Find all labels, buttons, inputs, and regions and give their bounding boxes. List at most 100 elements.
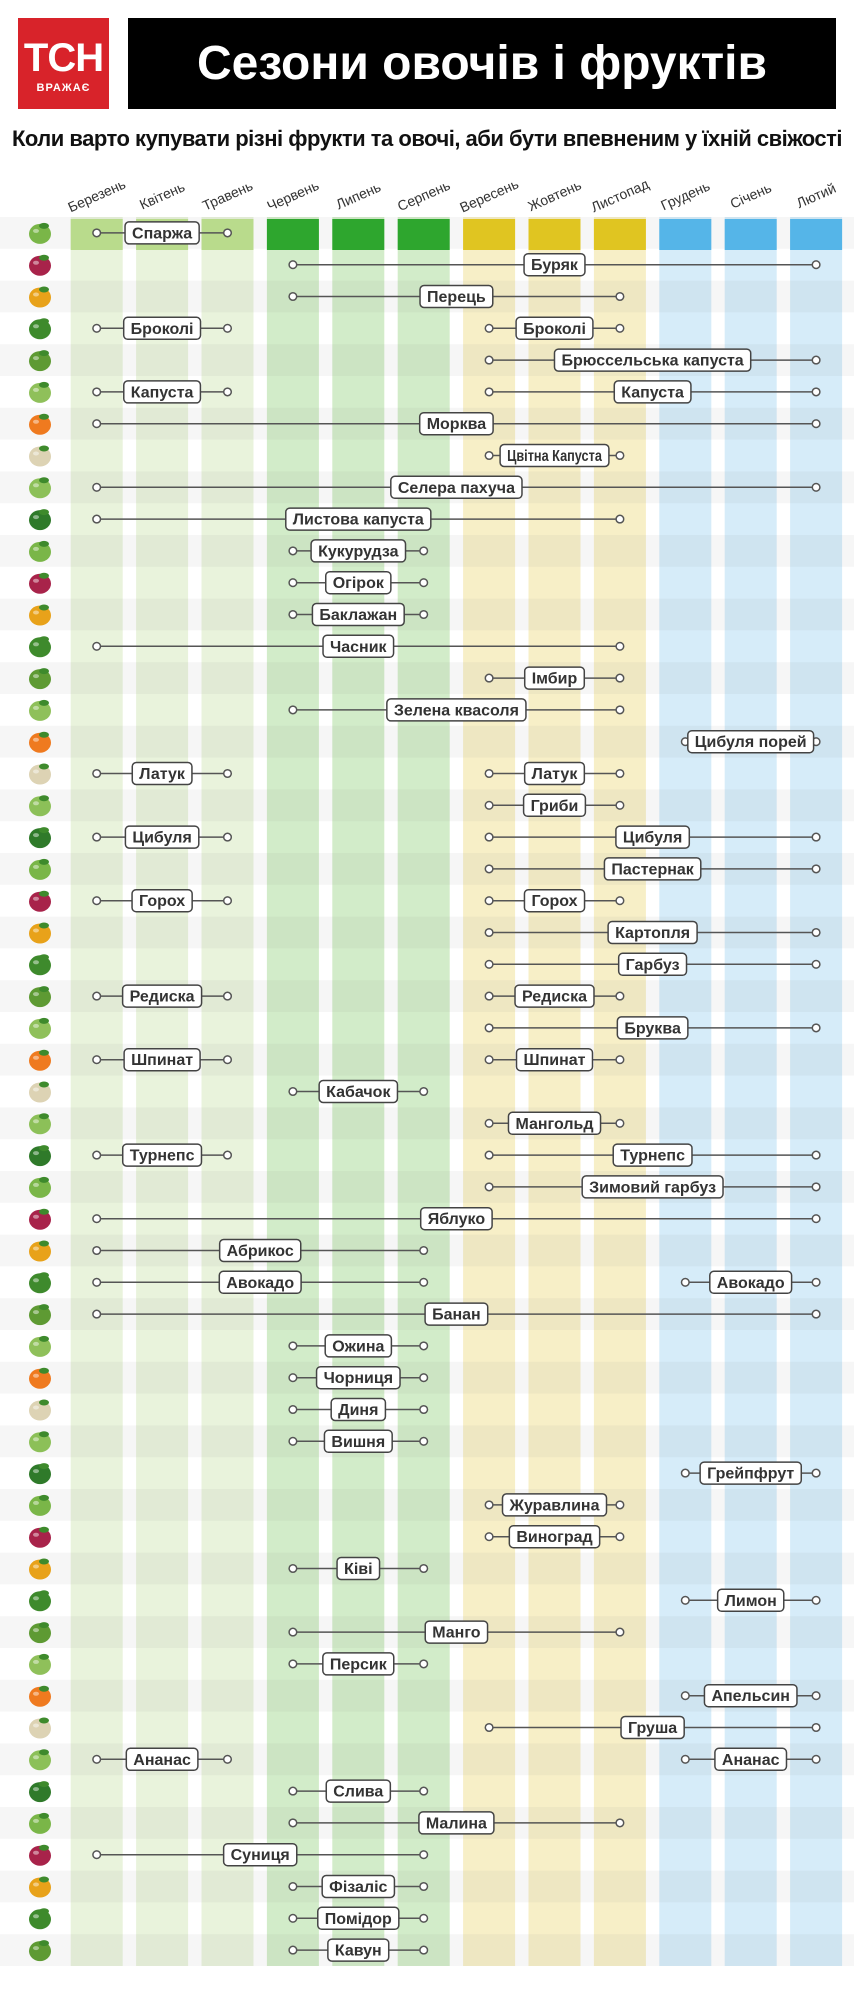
item-label[interactable]: Броколі xyxy=(122,316,202,341)
item-label[interactable]: Броколі xyxy=(515,316,594,341)
item-label[interactable]: Диня xyxy=(330,1397,387,1422)
item-label[interactable]: Грейпфрут xyxy=(699,1461,803,1485)
range-endpoint xyxy=(811,1595,821,1605)
item-label[interactable]: Ананас xyxy=(125,1747,199,1772)
item-label[interactable]: Лимон xyxy=(716,1588,785,1613)
item-label-text: Помідор xyxy=(325,1911,392,1928)
range-endpoint xyxy=(484,1150,494,1160)
item-label[interactable]: Цвітна Капуста xyxy=(499,443,610,468)
item-label[interactable]: Ківі xyxy=(336,1556,381,1581)
item-label[interactable]: Перець xyxy=(419,284,494,309)
item-label-text: Чорниця xyxy=(324,1370,393,1387)
item-label[interactable]: Картопля xyxy=(607,920,698,945)
blueberry-icon xyxy=(29,1367,51,1389)
item-label[interactable]: Редиска xyxy=(121,984,203,1008)
item-label-box xyxy=(703,1683,798,1708)
range-endpoint xyxy=(92,1309,102,1319)
item-label[interactable]: Горох xyxy=(131,888,193,913)
item-label[interactable]: Цибуля xyxy=(124,825,200,849)
tsn-logo[interactable]: ТСН ВРАЖАЄ xyxy=(18,18,109,109)
range-endpoint xyxy=(811,1309,821,1319)
item-label-box xyxy=(615,825,691,849)
item-label[interactable]: Авокадо xyxy=(709,1270,793,1295)
item-label[interactable]: Авокадо xyxy=(218,1270,302,1295)
item-label[interactable]: Капуста xyxy=(613,380,692,404)
item-label[interactable]: Пастернак xyxy=(603,857,702,881)
item-label[interactable]: Абрикос xyxy=(218,1238,302,1263)
item-label[interactable]: Імбир xyxy=(523,666,586,690)
item-label[interactable]: Фізаліс xyxy=(321,1874,396,1899)
item-label-box xyxy=(612,1143,693,1167)
item-label[interactable]: Ананас xyxy=(714,1747,788,1772)
month-column xyxy=(659,217,712,1966)
item-label[interactable]: Спаржа xyxy=(124,221,200,245)
item-label-box xyxy=(699,1461,803,1485)
item-label[interactable]: Ожина xyxy=(324,1334,393,1358)
item-label[interactable]: Суниця xyxy=(222,1842,298,1867)
table-row: Шпинат Шпинат xyxy=(29,1047,625,1072)
item-label[interactable]: Брюссельська капуста xyxy=(553,348,752,372)
item-label[interactable]: Шпинат xyxy=(515,1047,594,1072)
item-label[interactable]: Апельсин xyxy=(703,1683,798,1708)
item-label[interactable]: Часник xyxy=(322,634,395,659)
corn-icon xyxy=(29,540,51,562)
item-label[interactable]: Яблуко xyxy=(419,1206,493,1231)
item-label-box xyxy=(121,1143,203,1167)
item-label[interactable]: Кабачок xyxy=(318,1079,399,1104)
table-row: Селера пахуча xyxy=(29,475,821,500)
item-label[interactable]: Кавун xyxy=(327,1938,390,1962)
item-label[interactable]: Зелена квасоля xyxy=(386,698,527,722)
table-row: Турнепс Турнепс xyxy=(29,1143,821,1167)
item-label[interactable]: Горох xyxy=(523,888,586,913)
item-label[interactable]: Виноград xyxy=(508,1524,601,1549)
range-endpoint xyxy=(615,705,625,715)
item-label[interactable]: Морква xyxy=(418,411,494,436)
item-label[interactable]: Гриби xyxy=(522,793,587,818)
item-label[interactable]: Листова капуста xyxy=(285,507,432,531)
item-label[interactable]: Цибуля порей xyxy=(687,729,815,754)
item-label[interactable]: Баклажан xyxy=(311,602,405,627)
item-label-text: Ківі xyxy=(344,1561,373,1578)
item-label[interactable]: Кукурудза xyxy=(310,539,407,563)
item-label[interactable]: Шпинат xyxy=(123,1047,201,1072)
range-endpoint xyxy=(680,1754,690,1764)
item-label[interactable]: Латук xyxy=(131,761,193,786)
item-label[interactable]: Турнепс xyxy=(612,1143,693,1167)
item-label[interactable]: Журавлина xyxy=(501,1493,608,1517)
item-label[interactable]: Вишня xyxy=(323,1429,393,1454)
item-label[interactable]: Огірок xyxy=(324,570,392,595)
item-label[interactable]: Чорниця xyxy=(315,1365,401,1390)
item-label[interactable]: Бруква xyxy=(616,1016,689,1040)
item-label[interactable]: Банан xyxy=(424,1302,489,1326)
item-label[interactable]: Малина xyxy=(418,1811,495,1835)
range-endpoint xyxy=(419,1404,429,1415)
item-label[interactable]: Груша xyxy=(620,1715,685,1740)
item-label[interactable]: Редиска xyxy=(514,984,595,1008)
item-label[interactable]: Гарбуз xyxy=(617,952,688,977)
item-label[interactable]: Персик xyxy=(322,1652,395,1676)
item-label[interactable]: Цибуля xyxy=(615,825,691,849)
range-endpoint xyxy=(288,705,298,715)
range-endpoint xyxy=(811,1691,821,1701)
item-label-text: Редиска xyxy=(522,989,587,1006)
item-label-text: Цибуля xyxy=(132,830,191,847)
item-label-box xyxy=(616,1016,689,1040)
item-label[interactable]: Зимовий гарбуз xyxy=(581,1175,724,1199)
month-header-bar xyxy=(790,219,843,250)
item-label[interactable]: Помідор xyxy=(317,1906,400,1931)
item-label[interactable]: Мангольд xyxy=(507,1111,602,1136)
range-endpoint xyxy=(92,991,102,1001)
item-label[interactable]: Капуста xyxy=(123,380,202,404)
item-label[interactable]: Слива xyxy=(325,1779,392,1803)
table-row: Листова капуста xyxy=(29,507,625,531)
item-label[interactable]: Буряк xyxy=(523,252,586,277)
item-label[interactable]: Латук xyxy=(523,761,586,786)
item-label-text: Шпинат xyxy=(131,1052,193,1069)
item-label[interactable]: Манго xyxy=(424,1620,489,1644)
range-endpoint xyxy=(811,482,821,492)
item-label-box xyxy=(327,1938,390,1962)
range-endpoint xyxy=(222,832,233,842)
item-label[interactable]: Турнепс xyxy=(121,1143,203,1167)
item-label-text: Горох xyxy=(531,893,577,910)
item-label[interactable]: Селера пахуча xyxy=(390,475,523,500)
